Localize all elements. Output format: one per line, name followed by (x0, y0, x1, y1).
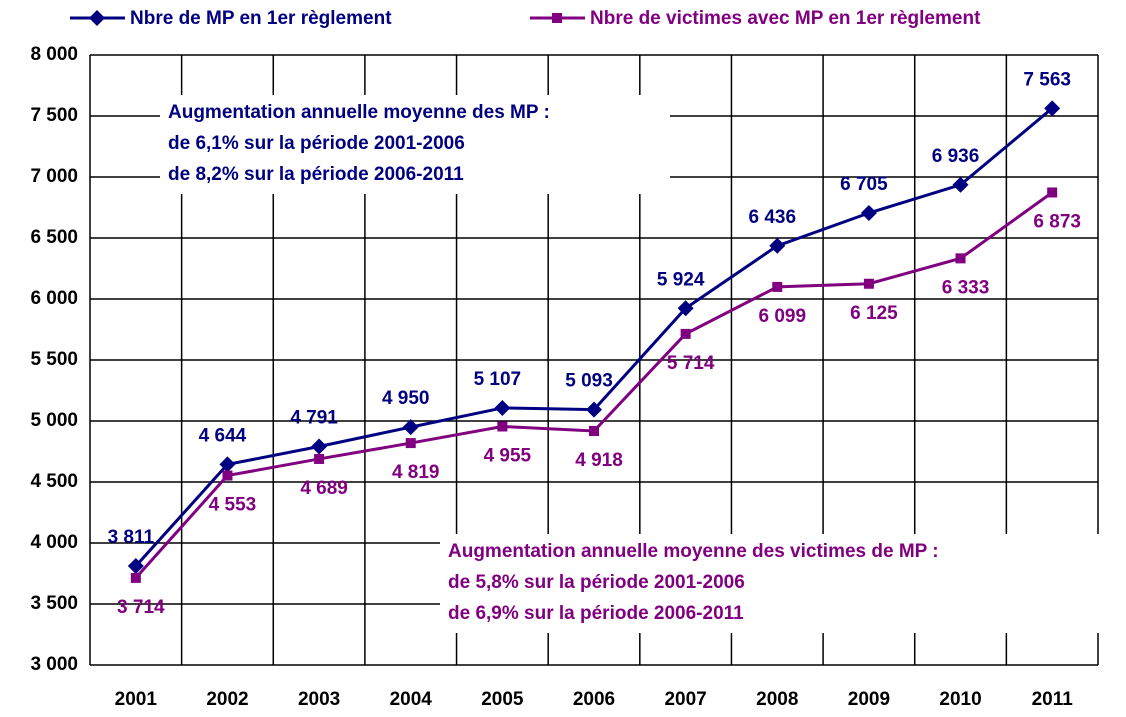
data-label: 6 099 (758, 306, 806, 327)
marker (219, 456, 236, 473)
data-label: 6 125 (850, 303, 898, 324)
annotation-text: de 6,9% sur la période 2006-2011 (448, 603, 744, 624)
annotation-box (160, 95, 670, 194)
marker (952, 176, 969, 193)
data-label: 7 563 (1023, 69, 1071, 90)
x-tick-label: 2001 (115, 689, 158, 710)
x-tick-label: 2011 (1032, 689, 1074, 710)
x-tick-label: 2002 (206, 689, 248, 710)
annotation-text: Augmentation annuelle moyenne des victim… (448, 541, 939, 562)
legend-label: Nbre de MP en 1er règlement (130, 8, 392, 29)
data-label: 3 811 (108, 527, 155, 548)
marker (552, 13, 562, 23)
marker (222, 470, 233, 481)
data-label: 4 950 (382, 388, 430, 409)
marker (494, 399, 511, 416)
marker (497, 421, 508, 432)
data-label: 4 553 (209, 495, 257, 516)
x-tick-label: 2003 (298, 689, 340, 710)
marker (405, 438, 416, 449)
x-tick-label: 2008 (756, 689, 798, 710)
marker (955, 253, 966, 264)
marker (311, 438, 328, 455)
data-label: 4 819 (392, 462, 440, 483)
annotation-text: de 6,1% sur la période 2001-2006 (168, 133, 465, 154)
annotation-text: de 8,2% sur la période 2006-2011 (168, 164, 464, 185)
marker (1047, 187, 1058, 198)
y-tick-label: 8 000 (30, 44, 78, 65)
data-label: 4 791 (290, 408, 338, 429)
data-label: 4 955 (484, 446, 532, 467)
data-label: 5 714 (667, 353, 715, 374)
y-tick-label: 4 000 (30, 532, 78, 553)
marker (680, 328, 691, 339)
data-label: 4 689 (300, 478, 348, 499)
marker (677, 300, 694, 317)
x-tick-label: 2007 (664, 689, 706, 710)
data-label: 3 714 (117, 597, 165, 618)
data-label: 6 873 (1033, 212, 1081, 233)
y-tick-label: 7 500 (30, 105, 78, 126)
marker (402, 419, 419, 436)
annotation-text: de 5,8% sur la période 2001-2006 (448, 572, 745, 593)
y-tick-label: 5 500 (30, 349, 78, 370)
marker (589, 426, 599, 437)
marker (314, 453, 325, 464)
data-label: 6 436 (748, 207, 796, 228)
data-label: 6 705 (840, 174, 888, 195)
data-label: 6 333 (942, 277, 990, 298)
data-label: 5 924 (657, 269, 705, 290)
marker (863, 278, 874, 289)
data-label: 6 936 (932, 146, 980, 167)
y-tick-label: 3 000 (30, 654, 78, 675)
x-tick-label: 2005 (481, 689, 524, 710)
x-tick-label: 2010 (939, 689, 981, 710)
marker (127, 558, 144, 575)
y-tick-label: 4 500 (30, 471, 78, 492)
marker (89, 10, 105, 26)
data-label: 4 644 (199, 425, 247, 446)
data-label: 5 093 (565, 371, 613, 392)
data-label: 5 107 (474, 369, 522, 390)
annotation-box (440, 534, 1105, 633)
y-tick-label: 5 000 (30, 410, 78, 431)
x-tick-label: 2004 (390, 689, 433, 710)
marker (1044, 100, 1061, 117)
y-tick-label: 6 500 (30, 227, 78, 248)
annotation-text: Augmentation annuelle moyenne des MP : (168, 102, 550, 123)
legend-label: Nbre de victimes avec MP en 1er règlemen… (590, 8, 981, 29)
marker (772, 281, 783, 292)
y-tick-label: 6 000 (30, 288, 78, 309)
y-tick-label: 7 000 (30, 166, 78, 187)
data-label: 4 918 (575, 450, 623, 471)
marker (586, 401, 602, 418)
y-tick-label: 3 500 (30, 593, 78, 614)
marker (860, 204, 877, 221)
x-tick-label: 2009 (848, 689, 890, 710)
marker (769, 237, 786, 254)
x-tick-label: 2006 (573, 689, 615, 710)
marker (130, 572, 141, 583)
